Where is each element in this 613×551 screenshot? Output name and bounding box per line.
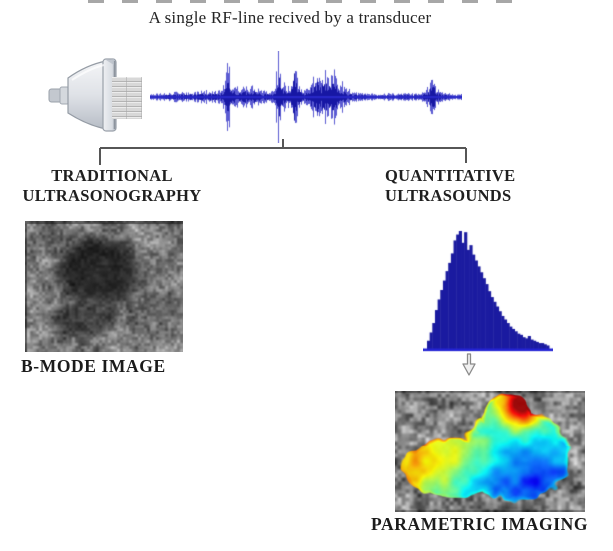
down-arrow-icon bbox=[462, 353, 476, 376]
branch-label-quantitative-line2: ULTRASOUNDS bbox=[385, 186, 512, 205]
transducer-elements-grid-icon bbox=[112, 77, 142, 119]
branch-label-quantitative-line1: QUANTITATIVE bbox=[385, 166, 516, 185]
branch-label-traditional-line1: TRADITIONAL bbox=[51, 166, 173, 185]
scan-artifact-line bbox=[88, 0, 520, 3]
branch-bracket bbox=[99, 139, 467, 165]
branch-label-traditional: TRADITIONAL ULTRASONOGRAPHY bbox=[14, 166, 210, 206]
bmode-caption: B-MODE IMAGE bbox=[21, 356, 166, 376]
amplitude-histogram bbox=[423, 228, 553, 352]
branch-label-traditional-line2: ULTRASONOGRAPHY bbox=[22, 186, 202, 205]
parametric-caption: PARAMETRIC IMAGING bbox=[371, 514, 589, 534]
figure-title: A single RF-line recived by a transducer bbox=[148, 8, 432, 27]
rf-waveform bbox=[150, 51, 462, 143]
parametric-ultrasound-image bbox=[395, 391, 585, 512]
bmode-ultrasound-image bbox=[25, 221, 183, 352]
branch-label-quantitative: QUANTITATIVE ULTRASOUNDS bbox=[385, 166, 585, 206]
